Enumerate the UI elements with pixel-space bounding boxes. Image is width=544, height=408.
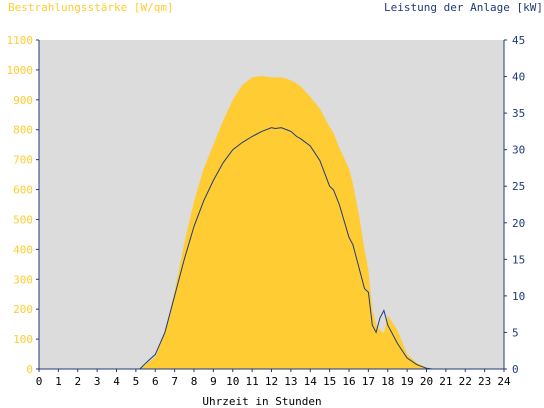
right-tick-label: 30	[512, 144, 525, 157]
right-tick-label: 40	[512, 71, 525, 84]
x-tick-label: 5	[133, 375, 140, 388]
left-tick-label: 600	[13, 184, 33, 197]
x-tick-label: 16	[342, 375, 355, 388]
x-tick-label: 22	[459, 375, 472, 388]
left-tick-label: 1000	[7, 64, 34, 77]
left-tick-label: 700	[13, 154, 33, 167]
left-tick-label: 800	[13, 124, 33, 137]
x-tick-label: 13	[284, 375, 297, 388]
x-tick-label: 10	[226, 375, 239, 388]
left-tick-label: 300	[13, 273, 33, 286]
x-tick-label: 1	[55, 375, 62, 388]
x-tick-label: 21	[439, 375, 452, 388]
irradiance-area	[139, 75, 433, 370]
left-tick-label: 900	[13, 94, 33, 107]
x-tick-label: 15	[323, 375, 336, 388]
x-tick-label: 24	[497, 375, 511, 388]
power-line	[139, 127, 433, 370]
x-tick-label: 12	[265, 375, 278, 388]
left-tick-label: 400	[13, 243, 33, 256]
left-axis-title: Bestrahlungsstärke [W/qm]	[8, 1, 174, 14]
right-tick-label: 10	[512, 290, 525, 303]
x-tick-label: 19	[401, 375, 414, 388]
x-tick-label: 3	[94, 375, 101, 388]
right-axis-title: Leistung der Anlage [kW]	[384, 1, 543, 14]
x-tick-label: 0	[36, 375, 43, 388]
right-tick-label: 35	[512, 107, 525, 120]
x-tick-label: 18	[381, 375, 394, 388]
left-tick-label: 0	[26, 363, 33, 376]
x-tick-label: 20	[420, 375, 433, 388]
x-tick-label: 17	[362, 375, 375, 388]
x-tick-label: 23	[478, 375, 491, 388]
x-tick-label: 8	[191, 375, 198, 388]
x-tick-label: 11	[246, 375, 259, 388]
x-tick-label: 2	[74, 375, 81, 388]
right-tick-label: 15	[512, 253, 525, 266]
x-axis-label: Uhrzeit in Stunden	[202, 395, 321, 408]
left-tick-label: 1100	[7, 34, 34, 47]
right-tick-label: 0	[512, 363, 519, 376]
right-tick-label: 25	[512, 180, 525, 193]
right-tick-label: 20	[512, 217, 525, 230]
right-tick-label: 45	[512, 34, 525, 47]
x-tick-label: 14	[304, 375, 318, 388]
x-tick-label: 7	[171, 375, 178, 388]
x-tick-label: 6	[152, 375, 159, 388]
right-tick-label: 5	[512, 326, 519, 339]
left-tick-label: 200	[13, 303, 33, 316]
x-tick-label: 9	[210, 375, 217, 388]
left-tick-label: 500	[13, 213, 33, 226]
x-tick-label: 4	[113, 375, 120, 388]
left-tick-label: 100	[13, 333, 33, 346]
